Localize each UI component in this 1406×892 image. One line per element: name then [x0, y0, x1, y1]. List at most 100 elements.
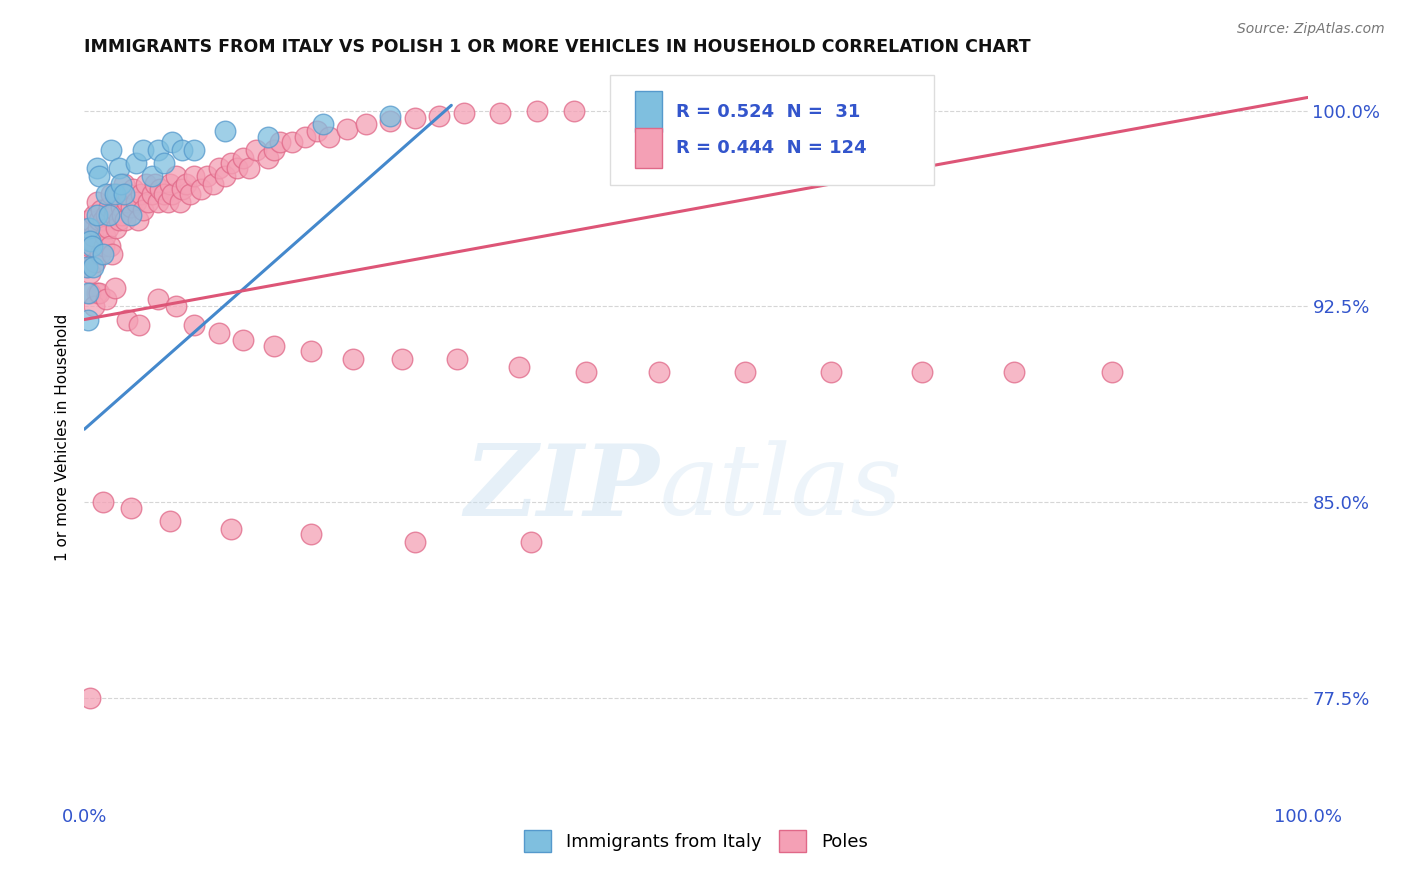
- FancyBboxPatch shape: [610, 75, 935, 185]
- Point: [162, 135, 184, 149]
- Point: [91, 247, 114, 261]
- Point: [807, 103, 830, 118]
- Point: [195, 169, 218, 183]
- Point: [141, 169, 163, 183]
- Point: [114, 213, 136, 227]
- Point: [526, 103, 548, 118]
- Point: [453, 106, 475, 120]
- Point: [100, 143, 122, 157]
- Point: [612, 103, 634, 118]
- Point: [146, 143, 169, 157]
- Point: [318, 129, 340, 144]
- Point: [105, 187, 128, 202]
- Point: [299, 343, 322, 358]
- Point: [136, 194, 159, 209]
- Point: [238, 161, 260, 175]
- Point: [165, 300, 187, 314]
- Point: [183, 143, 205, 157]
- Point: [575, 365, 598, 379]
- Point: [219, 522, 242, 536]
- Point: [79, 266, 101, 280]
- Point: [76, 260, 98, 275]
- Point: [82, 260, 104, 275]
- Point: [208, 326, 231, 340]
- Point: [489, 106, 512, 120]
- Point: [336, 121, 359, 136]
- Point: [93, 239, 115, 253]
- Point: [83, 300, 105, 314]
- Point: [446, 351, 468, 366]
- Point: [86, 194, 108, 209]
- Point: [125, 155, 148, 169]
- Point: [79, 691, 101, 706]
- Point: [84, 255, 107, 269]
- Point: [758, 103, 780, 118]
- Point: [97, 200, 120, 214]
- Point: [86, 208, 108, 222]
- Point: [427, 109, 450, 123]
- Point: [77, 286, 100, 301]
- Point: [125, 194, 148, 209]
- Point: [299, 526, 322, 541]
- Point: [648, 365, 671, 379]
- Point: [87, 213, 110, 227]
- Point: [105, 221, 128, 235]
- Point: [98, 239, 121, 253]
- FancyBboxPatch shape: [636, 92, 662, 132]
- Point: [77, 312, 100, 326]
- Point: [104, 187, 127, 202]
- Point: [91, 213, 114, 227]
- Point: [91, 495, 114, 509]
- Point: [103, 208, 125, 222]
- Point: [520, 534, 543, 549]
- Point: [89, 247, 111, 261]
- Point: [77, 239, 100, 253]
- Point: [153, 155, 176, 169]
- Point: [342, 351, 364, 366]
- Point: [905, 103, 928, 118]
- Point: [159, 514, 181, 528]
- Point: [153, 187, 176, 202]
- FancyBboxPatch shape: [636, 128, 662, 169]
- Point: [80, 239, 103, 253]
- Point: [312, 117, 335, 131]
- Text: R = 0.444  N = 124: R = 0.444 N = 124: [676, 139, 868, 157]
- Point: [120, 500, 142, 515]
- Legend: Immigrants from Italy, Poles: Immigrants from Italy, Poles: [517, 823, 875, 860]
- Point: [226, 161, 249, 175]
- Point: [911, 365, 934, 379]
- Point: [129, 187, 152, 202]
- Point: [107, 213, 129, 227]
- Point: [257, 151, 280, 165]
- Point: [245, 143, 267, 157]
- Point: [79, 286, 101, 301]
- Point: [96, 187, 118, 202]
- Point: [90, 202, 112, 217]
- Point: [1101, 365, 1123, 379]
- Point: [110, 177, 132, 191]
- Point: [135, 177, 157, 191]
- Point: [101, 247, 124, 261]
- Point: [354, 117, 377, 131]
- Point: [77, 247, 100, 261]
- Point: [96, 208, 118, 222]
- Point: [208, 161, 231, 175]
- Point: [232, 151, 254, 165]
- Point: [856, 103, 879, 118]
- Point: [112, 177, 135, 191]
- Point: [294, 129, 316, 144]
- Point: [128, 318, 150, 332]
- Point: [146, 292, 169, 306]
- Point: [562, 103, 585, 118]
- Point: [263, 339, 285, 353]
- Point: [165, 169, 187, 183]
- Point: [77, 221, 100, 235]
- Point: [143, 177, 166, 191]
- Point: [709, 103, 731, 118]
- Point: [96, 292, 118, 306]
- Point: [76, 260, 98, 275]
- Point: [404, 112, 426, 126]
- Point: [183, 318, 205, 332]
- Point: [174, 177, 197, 191]
- Point: [820, 365, 842, 379]
